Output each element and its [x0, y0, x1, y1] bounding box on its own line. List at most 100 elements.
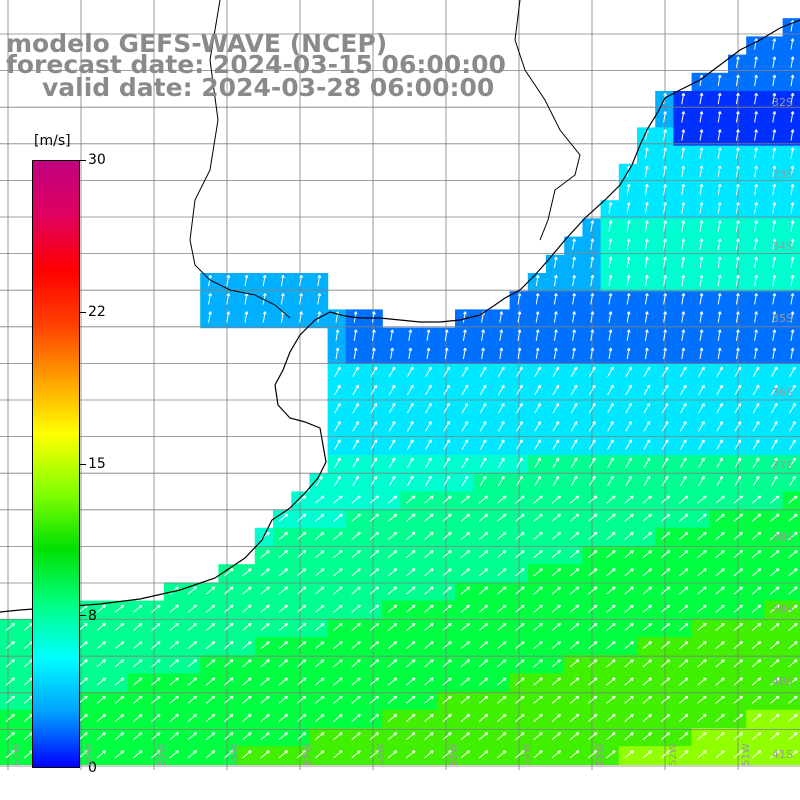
wind-arrow-head — [701, 220, 704, 224]
wind-arrow — [754, 38, 757, 50]
wind-arrow — [552, 457, 560, 468]
wind-arrow-head — [646, 275, 649, 279]
wind-arrow — [551, 714, 561, 722]
wind-arrow-head — [504, 696, 507, 700]
wind-arrow — [679, 421, 687, 432]
wind-arrow — [788, 677, 798, 686]
wind-arrow-head — [140, 714, 143, 718]
wind-arrow-head — [540, 532, 543, 536]
wind-arrow-head — [540, 677, 543, 681]
wind-arrow — [515, 586, 525, 595]
wind-arrow — [352, 457, 359, 468]
wind-arrow-head — [285, 623, 288, 627]
wind-arrow-head — [103, 732, 106, 736]
wind-arrow — [754, 56, 757, 68]
lon-label: 60W — [84, 743, 95, 766]
lon-label: 53W — [595, 743, 606, 766]
wind-arrow — [660, 513, 671, 522]
wind-arrow — [205, 750, 216, 759]
wind-arrow-head — [322, 659, 325, 663]
wind-arrow — [242, 641, 252, 650]
wind-arrow-head — [140, 677, 143, 681]
wind-arrow — [699, 202, 703, 214]
wind-arrow-head — [304, 623, 307, 627]
wind-arrow-head — [774, 329, 777, 333]
wind-arrow — [642, 677, 652, 686]
wind-arrow-head — [122, 696, 125, 700]
wind-arrow-head — [213, 605, 216, 609]
wind-arrow-head — [267, 659, 270, 663]
wind-arrow — [733, 586, 743, 595]
wind-arrow-head — [759, 568, 762, 572]
wind-arrow — [697, 623, 707, 631]
wind-arrow-head — [740, 495, 743, 499]
wind-arrow — [697, 659, 707, 668]
wind-arrow-head — [373, 329, 376, 333]
wind-arrow-head — [537, 329, 540, 333]
wind-arrow-head — [795, 514, 798, 518]
wind-arrow — [789, 439, 796, 450]
wind-arrow — [552, 366, 560, 377]
wind-arrow-head — [486, 714, 489, 718]
wind-arrow-head — [759, 623, 762, 627]
wind-arrow — [626, 275, 630, 287]
wind-arrow-head — [592, 275, 595, 279]
wind-arrow — [751, 714, 762, 722]
wind-arrow — [387, 695, 398, 704]
wind-arrow — [790, 165, 794, 178]
wind-arrow — [553, 329, 557, 341]
wind-arrow-head — [683, 220, 686, 224]
wind-arrow — [661, 475, 669, 487]
lat-label: 33S — [772, 168, 793, 181]
wind-arrow — [624, 750, 634, 759]
wind-arrow — [334, 421, 341, 432]
wind-arrow-head — [340, 514, 343, 518]
wind-arrow — [187, 750, 197, 759]
wind-arrow-head — [701, 129, 704, 133]
wind-arrow-head — [340, 532, 343, 536]
wind-arrow-head — [231, 641, 234, 645]
wind-arrow — [678, 513, 689, 522]
wind-arrow-head — [376, 750, 379, 754]
wind-arrow — [624, 714, 634, 722]
wind-arrow — [78, 732, 88, 741]
wind-arrow-head — [85, 696, 88, 700]
wind-arrow — [751, 586, 762, 595]
wind-arrow-head — [358, 750, 361, 754]
wind-arrow-head — [777, 586, 780, 590]
wind-arrow — [788, 641, 798, 650]
wind-arrow — [752, 384, 760, 396]
wind-arrow-head — [122, 677, 125, 681]
wind-arrow-head — [628, 238, 631, 242]
wind-arrow-head — [340, 677, 343, 681]
wind-arrow — [533, 586, 543, 595]
wind-arrow — [715, 604, 725, 613]
wind-arrow-head — [103, 623, 106, 627]
wind-arrow — [754, 184, 757, 196]
wind-arrow-head — [649, 495, 652, 499]
wind-arrow-head — [540, 714, 543, 718]
wind-arrow-head — [631, 750, 634, 754]
wind-arrow-head — [467, 605, 470, 609]
lon-label: 57W — [303, 743, 314, 766]
wind-arrow-head — [103, 696, 106, 700]
wind-arrow-head — [774, 147, 777, 151]
wind-arrow — [223, 568, 234, 577]
wind-arrow — [681, 347, 685, 360]
wind-arrow-head — [431, 750, 434, 754]
wind-arrow — [717, 275, 721, 287]
wind-arrow-head — [737, 165, 740, 169]
wind-arrow-head — [413, 623, 416, 627]
wind-arrow-head — [449, 732, 452, 736]
wind-arrow — [735, 202, 739, 214]
wind-arrow-head — [467, 550, 470, 554]
wind-arrow-head — [431, 714, 434, 718]
wind-arrow — [642, 495, 652, 504]
wind-arrow — [478, 568, 489, 577]
wind-arrow — [569, 659, 580, 668]
wind-arrow — [678, 695, 689, 704]
lat-label: 41S — [772, 748, 793, 761]
wind-arrow — [387, 586, 398, 595]
wind-arrow-head — [410, 329, 413, 333]
wind-arrow — [78, 659, 88, 668]
